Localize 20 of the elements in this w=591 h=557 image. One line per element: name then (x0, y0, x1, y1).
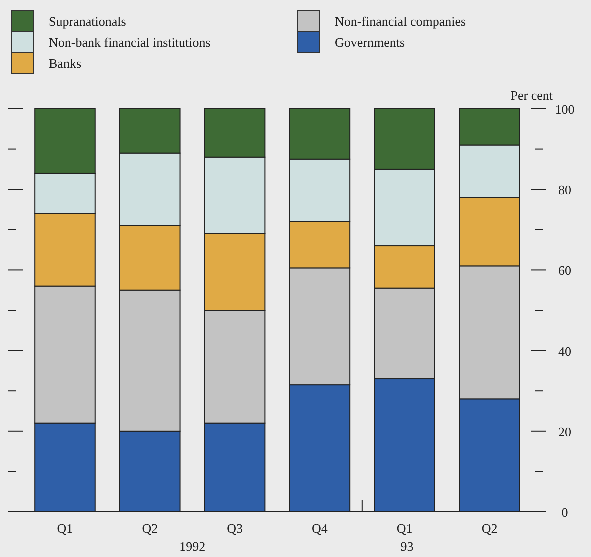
y-tick-label: 0 (562, 505, 568, 520)
x-tick-label: Q3 (227, 521, 243, 536)
x-tick-label: Q1 (57, 521, 74, 536)
legend-label: Banks (49, 56, 82, 71)
x-tick-label: Q4 (312, 521, 328, 536)
y-tick-label: 100 (555, 102, 575, 117)
text: 1992 (180, 539, 206, 554)
x-tick-label: Q1 (396, 521, 413, 536)
legend-label: Supranationals (49, 14, 126, 29)
y-axis-title: Per cent (510, 88, 554, 103)
text: 93 (400, 539, 414, 554)
x-tick-label: Q2 (142, 521, 158, 536)
y-tick-label: 60 (558, 263, 572, 278)
legend-label: Non-financial companies (335, 14, 466, 29)
y-tick-label: 80 (558, 182, 572, 198)
legend-label: Governments (335, 35, 406, 50)
legend-label: Non-bank financial institutions (49, 35, 211, 50)
y-tick-label: 40 (558, 344, 572, 359)
y-tick-label: 20 (558, 424, 572, 440)
x-tick-label: Q2 (482, 521, 498, 536)
